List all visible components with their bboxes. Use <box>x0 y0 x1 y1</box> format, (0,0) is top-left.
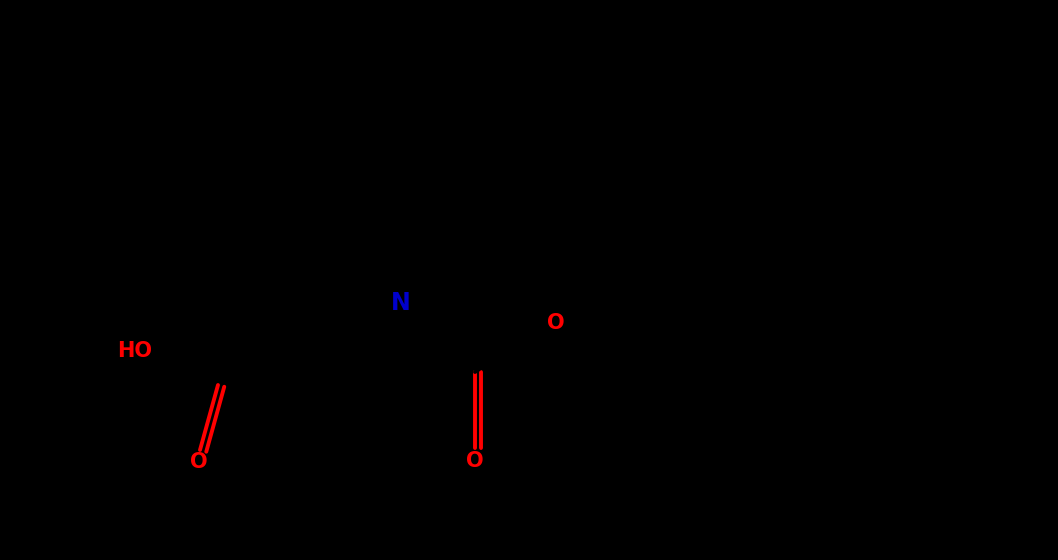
Text: N: N <box>391 291 411 315</box>
Text: O: O <box>467 451 484 471</box>
Text: O: O <box>547 313 565 333</box>
Text: HO: HO <box>117 341 152 361</box>
Text: O: O <box>190 452 207 472</box>
